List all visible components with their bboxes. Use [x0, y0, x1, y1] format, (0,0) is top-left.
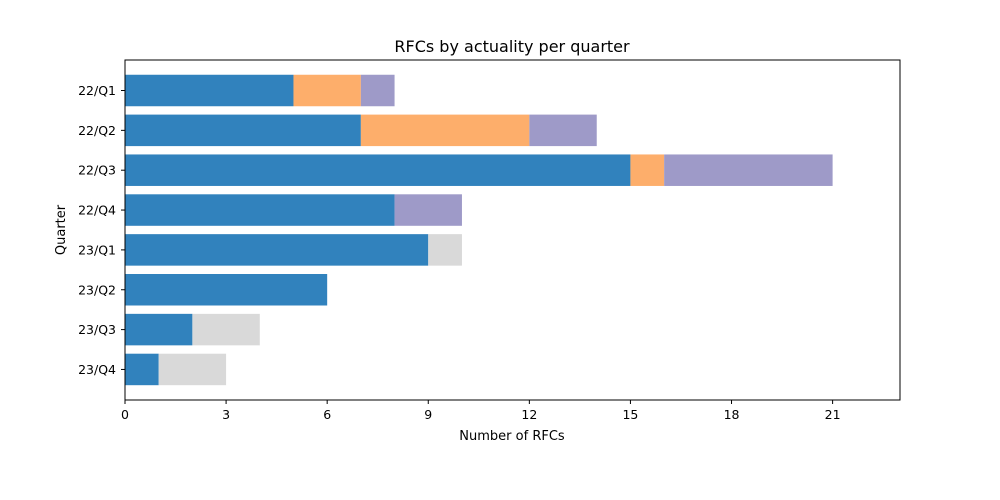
bar-22-q2-series-3 [529, 114, 597, 147]
bar-23-q1-series-4 [428, 234, 462, 266]
y-tick-label: 22/Q1 [78, 83, 116, 98]
bar-23-q4-series-1 [125, 353, 159, 386]
y-tick-label: 23/Q3 [78, 322, 116, 337]
bars-group [125, 74, 833, 386]
x-tick-label: 0 [121, 407, 129, 422]
bar-22-q4-series-3 [394, 194, 462, 226]
bar-22-q3-series-1 [125, 154, 631, 186]
bar-23-q1-series-1 [125, 234, 429, 266]
bar-22-q2-series-2 [360, 114, 530, 147]
y-axis-label: Quarter [54, 204, 69, 255]
bar-22-q3-series-2 [630, 154, 665, 186]
y-ticks-group: 22/Q1 22/Q2 22/Q3 22/Q4 23/Q1 23/Q2 23/Q3 23/Q4 [78, 83, 125, 377]
bar-22-q2-series-1 [125, 114, 361, 147]
y-tick-label: 22/Q2 [78, 123, 116, 138]
x-tick-label: 6 [323, 407, 331, 422]
x-tick-label: 21 [825, 407, 841, 422]
chart-title: RFCs by actuality per quarter [394, 37, 630, 56]
x-tick-label: 15 [622, 407, 638, 422]
x-axis-label: Number of RFCs [459, 429, 565, 444]
x-tick-label: 9 [424, 407, 432, 422]
x-ticks-group: 0 3 6 9 12 15 18 21 [121, 400, 841, 422]
bar-22-q1-series-1 [125, 74, 294, 107]
x-tick-label: 12 [521, 407, 537, 422]
bar-22-q1-series-2 [293, 74, 361, 107]
y-tick-label: 22/Q4 [78, 203, 116, 218]
bar-23-q3-series-4 [192, 313, 260, 346]
y-tick-label: 23/Q4 [78, 362, 116, 377]
y-tick-label: 23/Q1 [78, 242, 116, 257]
bar-23-q3-series-1 [125, 313, 193, 346]
x-tick-label: 18 [724, 407, 740, 422]
bar-22-q3-series-3 [664, 154, 833, 186]
y-tick-label: 22/Q3 [78, 163, 116, 178]
bar-23-q4-series-4 [158, 353, 227, 386]
y-tick-label: 23/Q2 [78, 282, 116, 297]
bar-23-q2-series-1 [125, 274, 328, 306]
plot-frame [124, 59, 901, 401]
bar-22-q4-series-1 [125, 194, 395, 226]
bar-22-q1-series-3 [360, 74, 395, 107]
x-tick-label: 3 [222, 407, 230, 422]
